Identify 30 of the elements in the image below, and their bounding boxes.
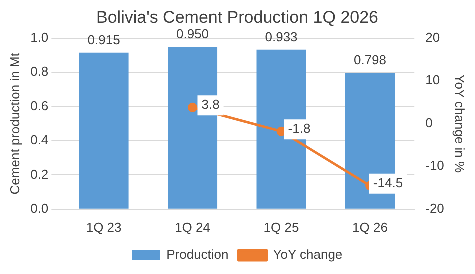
y-tick-label: 0.0 — [30, 200, 49, 216]
y2-tick-label: -10 — [426, 158, 444, 174]
chart-title: Bolivia's Cement Production 1Q 2026 — [96, 8, 379, 27]
x-tick-label: 1Q 25 — [264, 220, 300, 235]
y-tick-label: 1.0 — [30, 30, 49, 45]
data-label: 3.8 — [202, 97, 220, 112]
y2-tick-label: 20 — [426, 30, 440, 45]
y2-axis-title: YoY change in % — [452, 74, 468, 174]
point — [188, 102, 198, 112]
bar — [168, 46, 218, 209]
data-label: -1.8 — [288, 121, 311, 136]
x-tick-label: 1Q 24 — [175, 220, 210, 235]
bar — [79, 52, 129, 209]
y-tick-label: 0.6 — [30, 98, 49, 114]
legend-label: Production — [166, 247, 229, 262]
y-tick-label: 0.4 — [30, 132, 49, 148]
x-tick-label: 1Q 26 — [352, 220, 388, 235]
y2-tick-label: -20 — [426, 200, 444, 216]
y-axis-title: Cement production in Mt — [7, 52, 22, 195]
legend-label: YoY change — [273, 247, 343, 262]
data-label: 0.950 — [176, 26, 210, 42]
data-label: 0.933 — [265, 29, 298, 44]
data-label: -14.5 — [373, 175, 404, 190]
y-tick-label: 0.2 — [30, 166, 49, 182]
data-label: 0.798 — [354, 52, 387, 68]
data-label: 0.915 — [88, 32, 120, 48]
x-tick-label: 1Q 23 — [86, 220, 122, 235]
y2-tick-label: 10 — [426, 72, 440, 88]
y-tick-label: 0.8 — [30, 64, 49, 80]
y2-tick-label: 0 — [426, 115, 433, 130]
